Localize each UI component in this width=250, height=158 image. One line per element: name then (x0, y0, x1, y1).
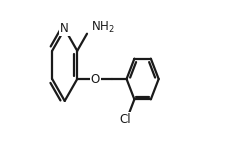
Text: NH$_2$: NH$_2$ (90, 20, 114, 35)
Text: Cl: Cl (119, 113, 131, 126)
Text: N: N (60, 22, 69, 35)
Text: O: O (90, 73, 100, 85)
